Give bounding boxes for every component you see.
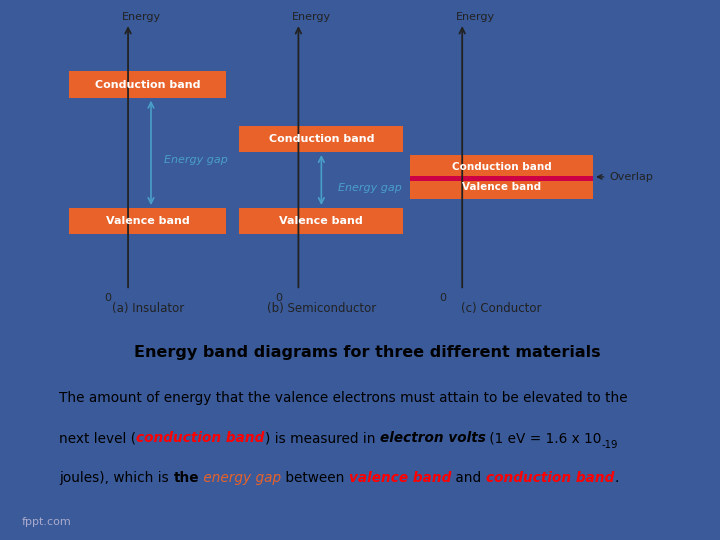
Bar — [69, 208, 226, 234]
Bar — [410, 155, 593, 178]
Text: energy gap: energy gap — [199, 471, 281, 485]
Text: Conduction band: Conduction band — [269, 134, 374, 144]
Text: Valence band: Valence band — [279, 216, 363, 226]
Bar — [240, 208, 403, 234]
Text: (a) Insulator: (a) Insulator — [112, 302, 184, 315]
Text: 0: 0 — [275, 293, 282, 303]
Bar — [240, 126, 403, 152]
Text: fppt.com: fppt.com — [22, 517, 71, 527]
Text: Energy: Energy — [292, 12, 331, 22]
Text: conduction band: conduction band — [485, 471, 614, 485]
Text: ) is measured in: ) is measured in — [265, 431, 379, 445]
Bar — [410, 176, 593, 199]
Text: Valence band: Valence band — [462, 182, 541, 192]
Text: joules), which is: joules), which is — [59, 471, 174, 485]
Text: Conduction band: Conduction band — [95, 79, 200, 90]
Text: Overlap: Overlap — [610, 172, 654, 182]
Text: Energy: Energy — [456, 12, 495, 22]
Text: 0: 0 — [104, 293, 112, 303]
Text: The amount of energy that the valence electrons must attain to be elevated to th: The amount of energy that the valence el… — [59, 391, 628, 404]
Text: Valence band: Valence band — [106, 216, 189, 226]
Text: -19: -19 — [602, 440, 618, 450]
Text: and: and — [451, 471, 485, 485]
Text: next level (: next level ( — [59, 431, 136, 445]
Text: Conduction band: Conduction band — [451, 162, 552, 172]
Text: Energy: Energy — [122, 12, 161, 22]
Text: between: between — [281, 471, 348, 485]
Text: (b) Semiconductor: (b) Semiconductor — [266, 302, 376, 315]
Text: electron volts: electron volts — [379, 431, 485, 445]
Text: valence band: valence band — [348, 471, 451, 485]
Bar — [69, 71, 226, 98]
Text: (1 eV = 1.6 x 10: (1 eV = 1.6 x 10 — [485, 431, 602, 445]
Text: 0: 0 — [438, 293, 446, 303]
Text: Energy band diagrams for three different materials: Energy band diagrams for three different… — [134, 345, 600, 360]
Text: Energy gap: Energy gap — [338, 183, 402, 193]
Text: conduction band: conduction band — [136, 431, 265, 445]
Text: .: . — [614, 471, 618, 485]
Text: (c) Conductor: (c) Conductor — [462, 302, 541, 315]
Text: Energy gap: Energy gap — [164, 155, 228, 165]
Bar — [410, 176, 593, 181]
Text: the: the — [174, 471, 199, 485]
